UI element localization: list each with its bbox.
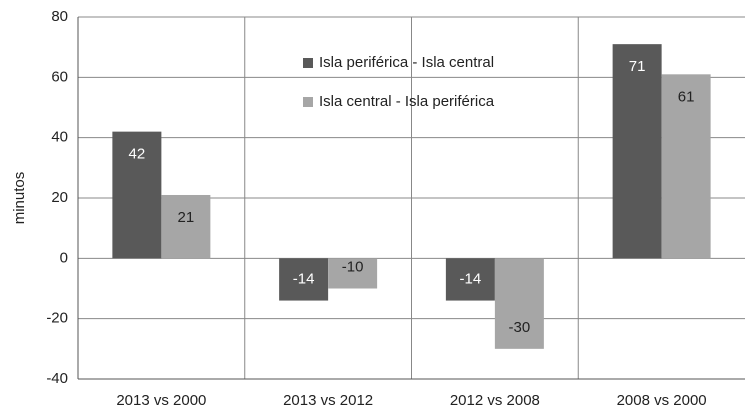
y-tick-label: -40 <box>46 370 68 387</box>
y-tick-label: 20 <box>51 189 68 206</box>
x-tick-label: 2012 vs 2008 <box>450 392 540 409</box>
y-tick-label: -20 <box>46 310 68 327</box>
y-tick-label: 60 <box>51 68 68 85</box>
y-tick-label: 80 <box>51 8 68 25</box>
legend-label: Isla central - Isla periférica <box>319 93 495 110</box>
bar <box>112 131 162 259</box>
bar <box>328 258 378 289</box>
data-label: -14 <box>293 271 315 288</box>
bar <box>279 258 329 301</box>
bar <box>661 74 711 259</box>
x-tick-label: 2013 vs 2000 <box>116 392 206 409</box>
bar <box>612 44 662 259</box>
bar <box>494 258 544 349</box>
data-label: -10 <box>342 258 364 275</box>
data-label: 42 <box>129 146 146 163</box>
legend-swatch <box>303 58 313 68</box>
legend-label: Isla periférica - Isla central <box>319 54 494 71</box>
data-label: 61 <box>678 88 695 105</box>
data-label: -30 <box>509 319 531 336</box>
y-tick-label: 40 <box>51 129 68 146</box>
data-label: 71 <box>629 58 646 75</box>
x-tick-label: 2008 vs 2000 <box>617 392 707 409</box>
data-label: -14 <box>460 271 482 288</box>
bar <box>161 194 211 259</box>
x-tick-label: 2013 vs 2012 <box>283 392 373 409</box>
y-axis-label: minutos <box>11 172 28 225</box>
legend-swatch <box>303 97 313 107</box>
y-tick-label: 0 <box>60 249 68 266</box>
bar <box>445 258 495 301</box>
data-label: 21 <box>178 209 195 226</box>
